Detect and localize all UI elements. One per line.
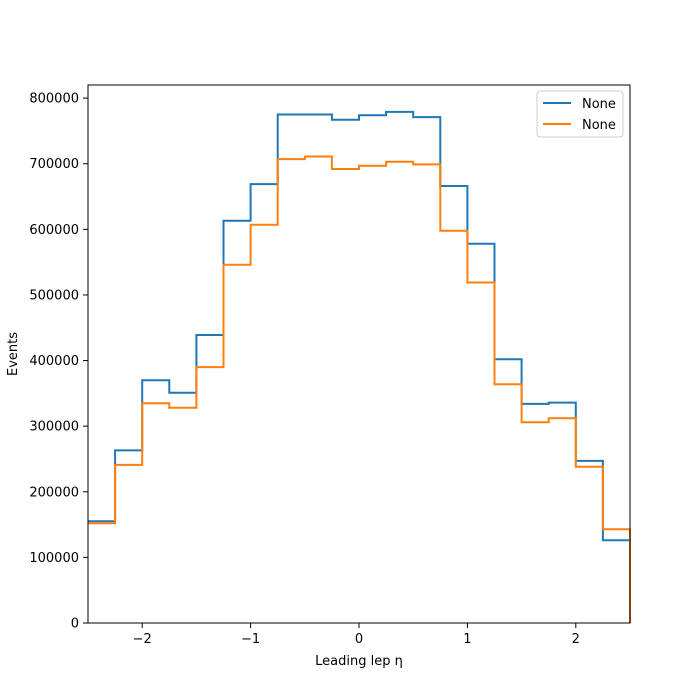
series-2-step-line: [88, 155, 631, 623]
x-tick-label: −1: [241, 632, 260, 647]
x-tick-label: 2: [572, 632, 580, 647]
y-tick-label: 100000: [29, 551, 79, 566]
y-tick-label: 500000: [29, 288, 79, 303]
legend-label-series-2: None: [582, 118, 616, 133]
y-tick-label: 300000: [29, 420, 79, 435]
x-axis-label: Leading lep η: [315, 654, 403, 669]
x-tick-label: 0: [355, 632, 363, 647]
x-axis: −2 −1 0 1 2: [133, 623, 580, 647]
series-layer: [88, 110, 631, 623]
y-tick-label: 800000: [29, 92, 79, 107]
x-tick-label: −2: [133, 632, 152, 647]
series-1-step-line: [88, 110, 631, 623]
y-tick-label: 200000: [29, 485, 79, 500]
y-tick-label: 700000: [29, 157, 79, 172]
y-axis-label: Events: [6, 332, 21, 376]
x-tick-label: 1: [463, 632, 471, 647]
y-axis: 0 100000 200000 300000 400000 500000 600000 700…: [29, 92, 88, 632]
legend: None None: [536, 90, 624, 138]
y-tick-label: 0: [71, 617, 79, 632]
y-tick-label: 400000: [29, 354, 79, 369]
legend-label-series-1: None: [582, 97, 616, 112]
y-tick-label: 600000: [29, 223, 79, 238]
